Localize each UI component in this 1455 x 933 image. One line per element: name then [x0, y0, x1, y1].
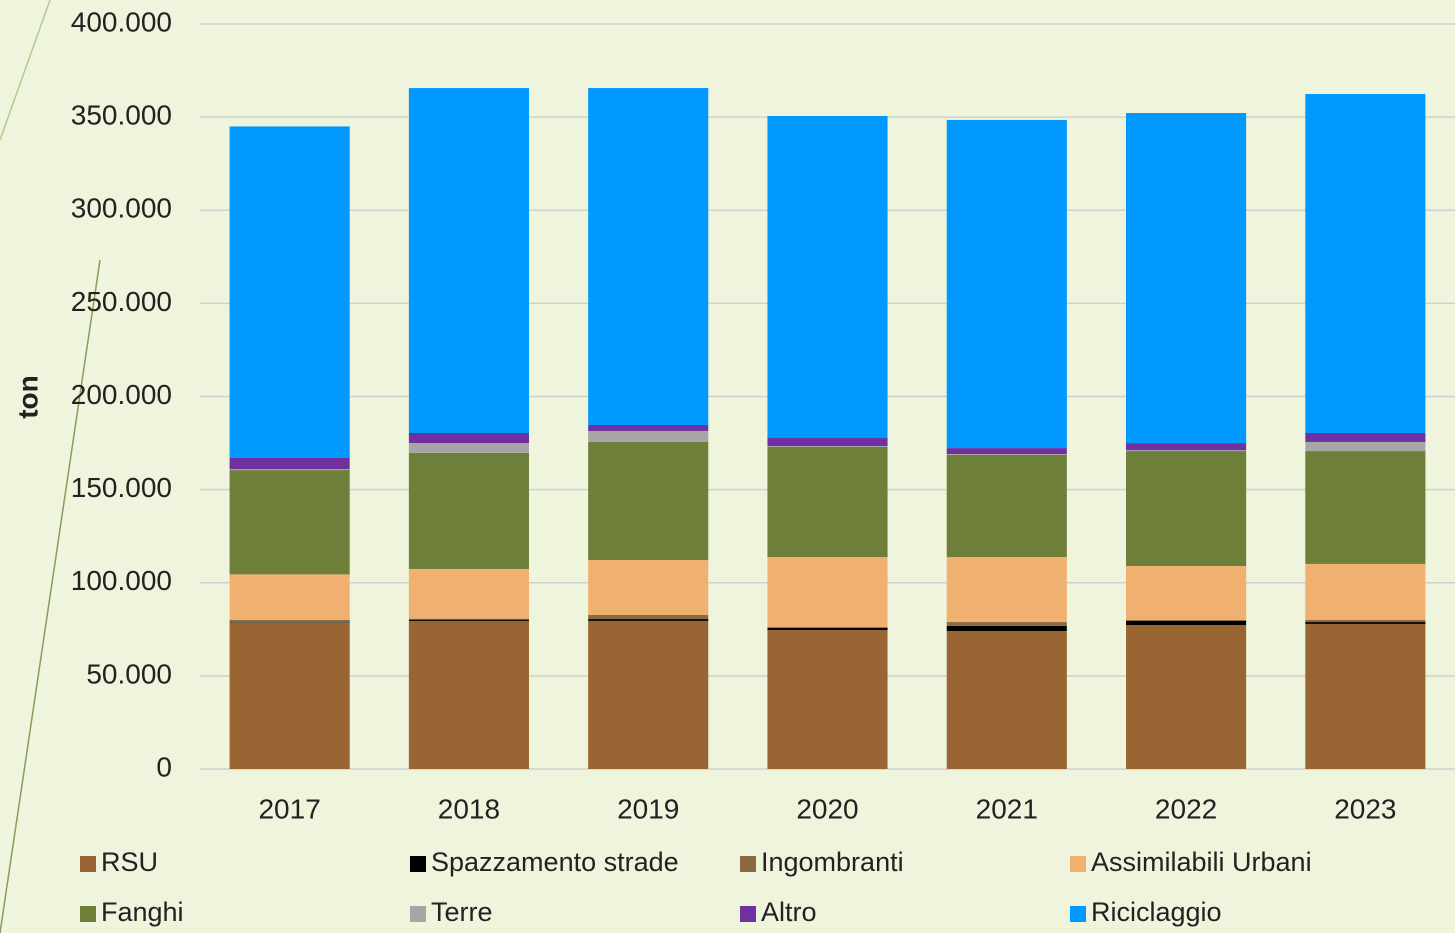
bar-segment [588, 620, 709, 769]
bar-segment [229, 469, 350, 471]
bar-segment [946, 625, 1067, 631]
bar-segment [408, 88, 529, 434]
decoration [0, 259, 101, 933]
bar-segment [767, 446, 888, 447]
bar-segment [1126, 450, 1247, 452]
bar-segment [767, 628, 888, 631]
bar-segment [1305, 563, 1426, 620]
bar-segment [588, 88, 709, 425]
bar-segment [1126, 625, 1247, 769]
bar-segment [1126, 113, 1247, 444]
bar-segment [1126, 443, 1247, 451]
bar-segment [229, 470, 350, 575]
bar-segment [946, 119, 1067, 449]
bar-segment [1126, 451, 1247, 566]
bar-segment [1126, 565, 1247, 620]
x-tick-label: 2022 [1155, 793, 1217, 824]
bar-segment [767, 630, 888, 769]
bar-segment [1126, 620, 1247, 626]
legend-label: Terre [431, 897, 493, 927]
bar-segment [588, 430, 709, 442]
y-tick-label: 0 [156, 751, 172, 782]
legend-label: Riciclaggio [1091, 897, 1222, 927]
bar-segment [408, 443, 529, 453]
legend-label: Fanghi [101, 897, 184, 927]
legend-swatch [410, 906, 426, 922]
bar-segment [1305, 441, 1426, 452]
bar-segment [229, 622, 350, 623]
bar-segment [588, 424, 709, 431]
bar-segment [588, 441, 709, 561]
bar-segment [408, 620, 529, 769]
y-tick-label: 200.000 [71, 379, 172, 410]
bar-segment [767, 116, 888, 439]
bar-segment [588, 614, 709, 620]
bar-segment [767, 627, 888, 629]
legend-label: RSU [101, 847, 158, 877]
x-tick-label: 2021 [976, 793, 1038, 824]
y-tick-label: 100.000 [71, 565, 172, 596]
bar-segment [946, 448, 1067, 455]
legend-swatch [740, 856, 756, 872]
bar-segment [588, 560, 709, 615]
bar-segment [1305, 94, 1426, 434]
y-tick-label: 300.000 [71, 193, 172, 224]
legend-swatch [80, 856, 96, 872]
bar-segment [229, 126, 350, 458]
bar-segment [767, 438, 888, 447]
legend-label: Spazzamento strade [431, 847, 679, 877]
bar-segment [229, 574, 350, 620]
bar-segment [1305, 433, 1426, 442]
legend-label: Altro [761, 897, 817, 927]
x-tick-label: 2017 [258, 793, 320, 824]
bar-segment [408, 619, 529, 621]
bar-segment [1305, 622, 1426, 624]
bar-segment [946, 630, 1067, 769]
legend-swatch [740, 906, 756, 922]
bar-segment [408, 568, 529, 619]
bar-segment [588, 619, 709, 621]
decoration [0, 0, 51, 141]
bar-segment [767, 557, 888, 628]
bar-segment [946, 454, 1067, 558]
bar-segment [229, 620, 350, 623]
y-tick-label: 50.000 [86, 658, 172, 689]
x-tick-label: 2019 [617, 793, 679, 824]
legend-swatch [1070, 906, 1086, 922]
legend-swatch [1070, 856, 1086, 872]
legend-swatch [80, 906, 96, 922]
y-tick-label: 400.000 [71, 6, 172, 37]
x-tick-label: 2018 [438, 793, 500, 824]
x-tick-label: 2020 [796, 793, 858, 824]
legend-label: Ingombranti [761, 847, 904, 877]
bar-segment [408, 452, 529, 569]
bar-segment [229, 622, 350, 769]
y-tick-label: 150.000 [71, 472, 172, 503]
bar-segment [229, 457, 350, 470]
y-tick-label: 250.000 [71, 286, 172, 317]
bar-segment [1305, 620, 1426, 623]
bar-segment [946, 454, 1067, 455]
x-tick-label: 2023 [1334, 793, 1396, 824]
y-axis-label: ton [12, 375, 43, 419]
bar-segment [408, 618, 529, 620]
bar-segment [1305, 623, 1426, 769]
bar-segment [1305, 451, 1426, 564]
bar-segment [1126, 620, 1247, 621]
legend-swatch [410, 856, 426, 872]
bar-segment [946, 557, 1067, 623]
bar-segment [408, 433, 529, 444]
bar-segment [946, 622, 1067, 626]
bar-segment [767, 446, 888, 558]
legend-label: Assimilabili Urbani [1091, 847, 1312, 877]
y-tick-label: 350.000 [71, 100, 172, 131]
